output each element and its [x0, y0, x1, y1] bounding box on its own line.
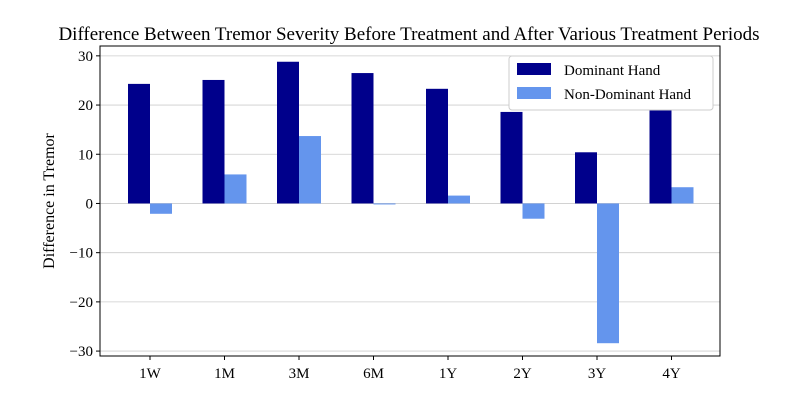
y-tick-label: 10	[78, 147, 93, 163]
bar-dominant-hand-3y	[575, 152, 597, 204]
bar-non-dominant-hand-3m	[299, 136, 321, 204]
x-tick-label: 3Y	[588, 366, 607, 382]
x-tick-label: 3M	[289, 366, 310, 382]
bar-non-dominant-hand-4y	[671, 187, 694, 204]
legend: Dominant Hand Non-Dominant Hand	[508, 55, 714, 111]
y-tick-label: 20	[78, 98, 93, 114]
y-tick-label: −10	[70, 246, 93, 262]
bar-non-dominant-hand-1w	[150, 203, 172, 214]
x-tick-label: 2Y	[513, 366, 532, 382]
bar-dominant-hand-1y	[426, 88, 448, 204]
x-tick-label: 1M	[214, 366, 235, 382]
chart-title: Difference Between Tremor Severity Befor…	[58, 24, 759, 45]
x-tick-label: 4Y	[662, 366, 681, 382]
bar-dominant-hand-3m	[277, 61, 299, 204]
bar-dominant-hand-4y	[649, 89, 672, 204]
y-tick-label: −30	[70, 344, 93, 360]
bars	[128, 61, 694, 344]
plot-frame	[99, 45, 721, 357]
legend-label-non-dominant-hand: Non-Dominant Hand	[564, 87, 692, 103]
bar-non-dominant-hand-6m	[373, 203, 396, 205]
x-axis: 1W 1M 3M 6M 1Y 2Y 3Y 4Y	[139, 356, 681, 382]
bar-non-dominant-hand-2y	[522, 203, 545, 219]
bar-dominant-hand-1w	[128, 83, 150, 204]
bar-dominant-hand-6m	[351, 73, 374, 204]
bar-non-dominant-hand-3y	[597, 203, 619, 344]
y-axis: 30 20 10 0 −10 −20 −30	[70, 49, 100, 360]
y-tick-label: 0	[86, 196, 94, 212]
x-tick-label: 6M	[363, 366, 384, 382]
bar-non-dominant-hand-1m	[224, 174, 247, 204]
legend-swatch-non-dominant-hand	[517, 87, 551, 99]
bar-non-dominant-hand-1y	[448, 195, 470, 204]
legend-frame	[508, 55, 714, 111]
y-tick-label: −20	[70, 295, 93, 311]
x-tick-label: 1W	[139, 366, 162, 382]
y-tick-label: 30	[78, 49, 93, 65]
legend-label-dominant-hand: Dominant Hand	[564, 63, 661, 79]
bar-dominant-hand-1m	[202, 79, 225, 204]
x-tick-label: 1Y	[439, 366, 458, 382]
bar-dominant-hand-2y	[500, 111, 523, 204]
y-axis-label: Difference in Tremor	[41, 132, 58, 268]
legend-swatch-dominant-hand	[517, 63, 551, 75]
